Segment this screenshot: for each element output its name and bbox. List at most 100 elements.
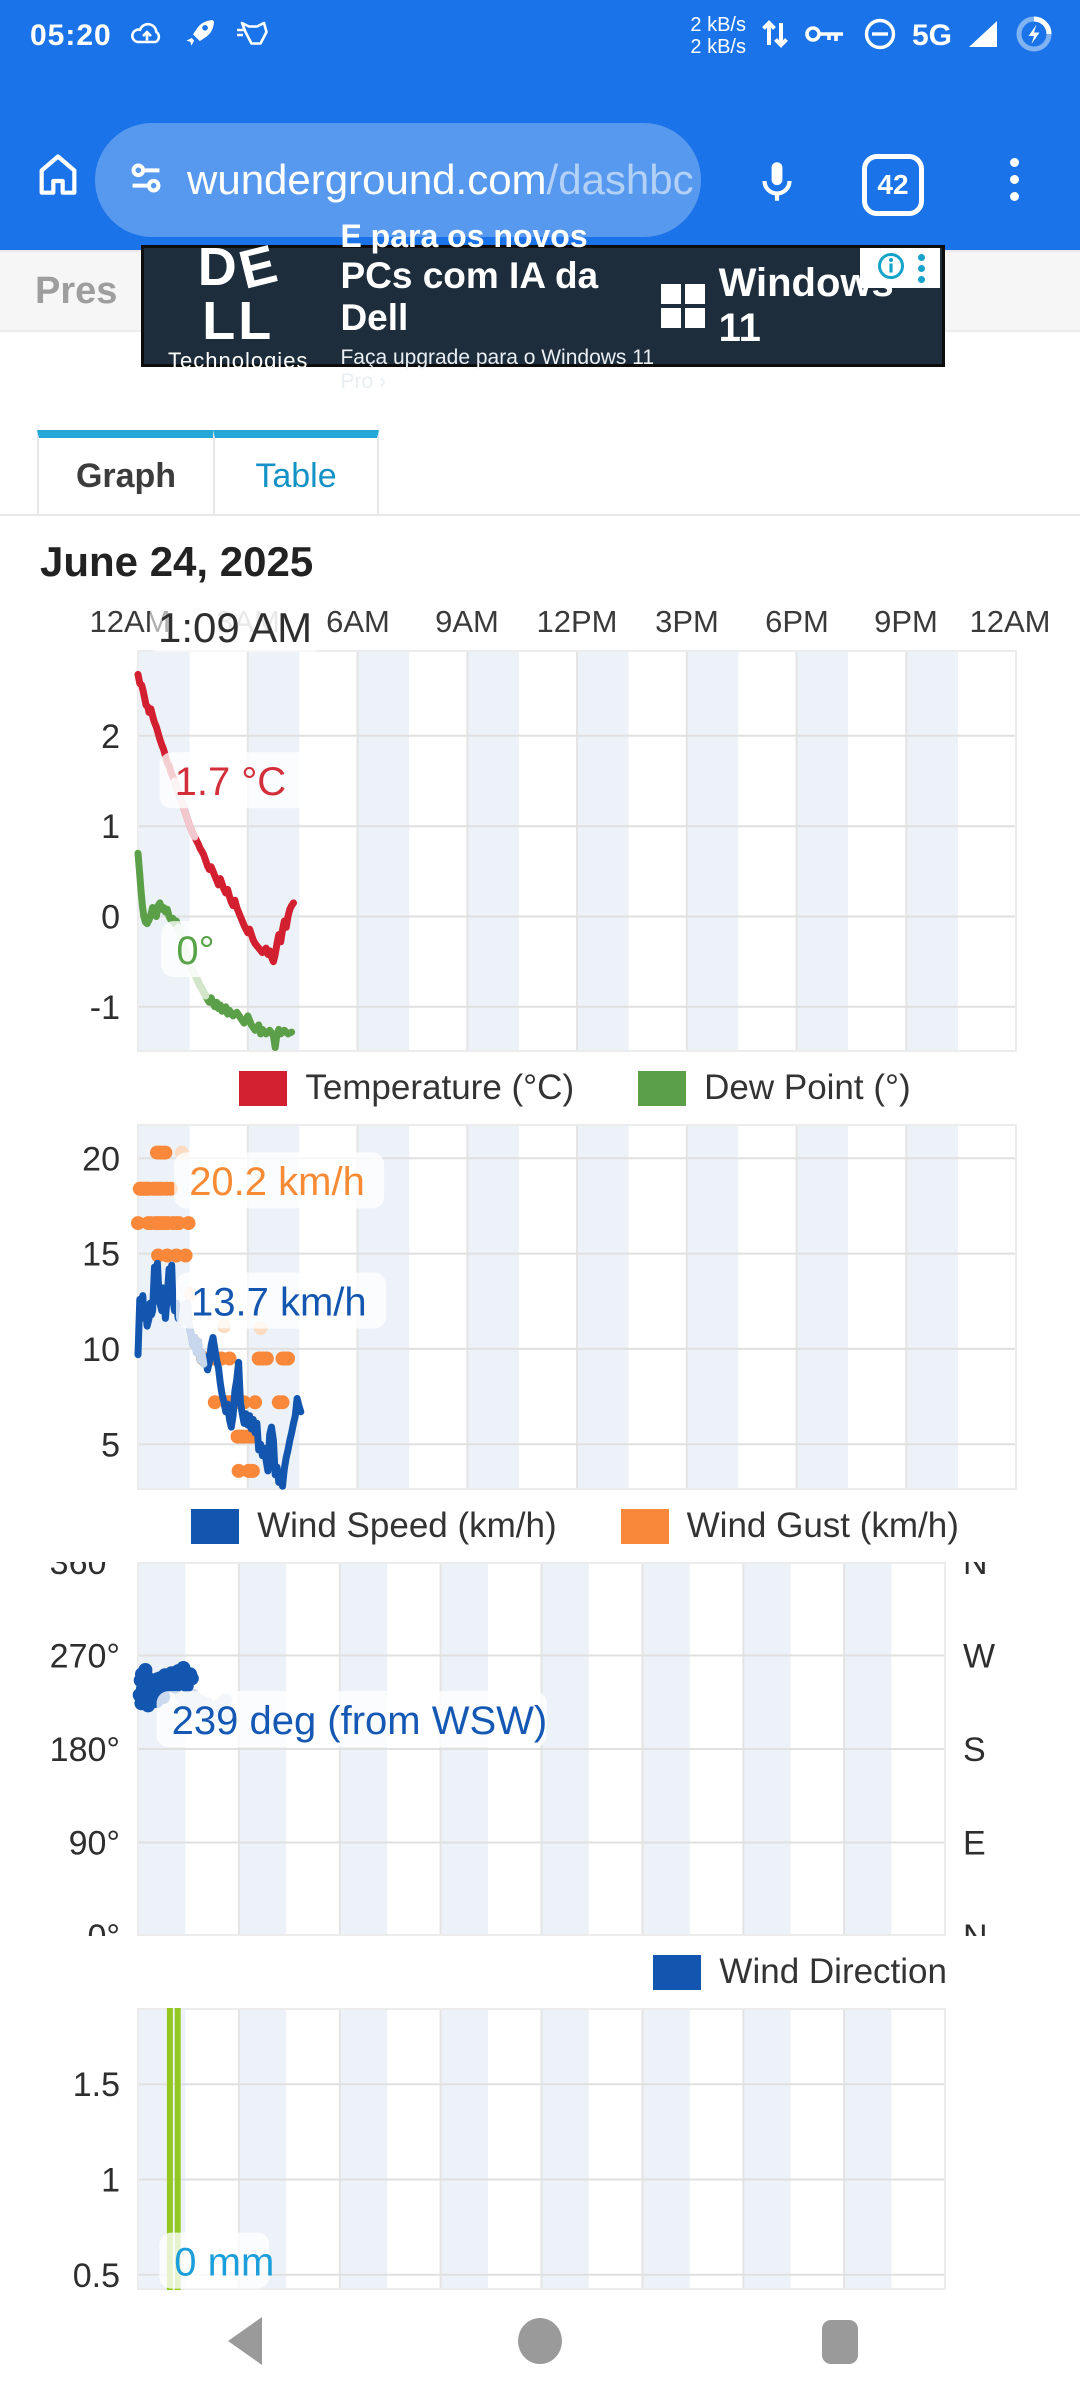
svg-text:1: 1 xyxy=(101,2162,120,2200)
ad-choices-badge[interactable] xyxy=(860,248,940,288)
svg-text:10: 10 xyxy=(82,1331,120,1369)
tab-table[interactable]: Table xyxy=(213,430,379,516)
home-nav-icon[interactable] xyxy=(518,2318,562,2364)
site-settings-icon[interactable] xyxy=(123,155,169,206)
chart-wind-direction[interactable]: 360° N 270° W 180° S 90° E 0° N 239 deg (from WSW)… xyxy=(0,1562,1080,2008)
home-icon[interactable] xyxy=(30,146,86,207)
legend-item: Wind Gust (km/h) xyxy=(620,1506,959,1546)
back-icon[interactable] xyxy=(228,2317,262,2365)
legend-item: Wind Direction xyxy=(653,1952,947,1992)
signal-icon xyxy=(966,19,1000,54)
legend-label: Wind Gust (km/h) xyxy=(686,1506,959,1545)
fox-badge-icon xyxy=(234,18,272,55)
time-tick: 3PM xyxy=(655,604,719,639)
tab-graph[interactable]: Graph xyxy=(37,430,215,516)
clock: 05:20 xyxy=(30,19,112,52)
legend-swatch xyxy=(653,1954,702,1990)
legend-label: Wind Direction xyxy=(719,1952,947,1991)
svg-text:270°: 270° xyxy=(50,1638,120,1676)
time-tick: 12PM xyxy=(536,604,618,639)
svg-text:-1: -1 xyxy=(90,989,120,1027)
network-speed: 2 kB/s 2 kB/s xyxy=(690,14,746,58)
svg-text:0: 0 xyxy=(101,899,120,937)
svg-text:360°: 360° xyxy=(50,1562,120,1582)
svg-text:1.7 °C: 1.7 °C xyxy=(175,760,287,804)
tab-switcher-button[interactable]: 42 xyxy=(862,154,924,216)
url-bar[interactable]: wunderground.com/dashbc xyxy=(95,123,701,237)
network-type: 5G xyxy=(911,19,952,52)
legend-swatch xyxy=(239,1070,288,1106)
battery-charging-icon xyxy=(1014,14,1054,59)
legend-swatch xyxy=(638,1070,687,1106)
time-tick: 12AM xyxy=(969,604,1051,639)
tabs-divider xyxy=(0,514,1080,516)
svg-text:5: 5 xyxy=(101,1426,120,1464)
do-not-disturb-icon xyxy=(862,16,898,57)
svg-text:20: 20 xyxy=(82,1140,120,1178)
legend-item: Wind Speed (km/h) xyxy=(191,1506,557,1546)
svg-text:N: N xyxy=(963,1918,988,1936)
status-bar: 05:20 2 kB/s 2 kB/s 5G xyxy=(0,0,1080,66)
legend-label: Dew Point (°) xyxy=(704,1068,911,1107)
charts-column: 12AM3AM6AM9AM12PM3PM6PM9PM12AM1:09 AM210… xyxy=(0,604,1080,2290)
dell-logo: DELL Technologies xyxy=(168,233,309,373)
mic-icon[interactable] xyxy=(752,157,802,212)
wind-direction-legend: Wind Direction xyxy=(0,1936,1080,2008)
svg-text:1.5: 1.5 xyxy=(73,2066,120,2104)
svg-text:1: 1 xyxy=(101,808,120,846)
cloud-upload-icon xyxy=(128,19,166,54)
svg-text:2: 2 xyxy=(101,718,120,756)
time-axis: 12AM3AM6AM9AM12PM3PM6PM9PM12AM1:09 AM xyxy=(0,604,1080,652)
recents-icon[interactable] xyxy=(822,2320,858,2364)
ad-cta-link[interactable]: Faça upgrade para o Windows 11 Pro › xyxy=(340,345,655,393)
ad-menu-icon[interactable] xyxy=(917,253,925,283)
view-tabs: Graph Table xyxy=(37,430,379,516)
svg-text:20.2 km/h: 20.2 km/h xyxy=(189,1160,365,1204)
status-right-cluster: 2 kB/s 2 kB/s 5G xyxy=(690,13,1054,60)
browser-toolbar: wunderground.com/dashbc 42 xyxy=(0,66,1080,250)
legend-label: Wind Speed (km/h) xyxy=(257,1506,557,1545)
legend-item: Dew Point (°) xyxy=(638,1068,911,1108)
chart-temperature[interactable]: 12AM3AM6AM9AM12PM3PM6PM9PM12AM1:09 AM210… xyxy=(0,604,1080,1124)
svg-text:90°: 90° xyxy=(69,1825,120,1863)
time-tick: 6PM xyxy=(765,604,829,639)
svg-text:0°: 0° xyxy=(176,929,214,973)
rocket-icon xyxy=(182,16,218,57)
svg-text:N: N xyxy=(963,1562,988,1582)
tooltip-time: 1:09 AM xyxy=(150,604,321,652)
updown-arrows-icon xyxy=(760,13,790,60)
time-tick: 9PM xyxy=(874,604,938,639)
svg-text:180°: 180° xyxy=(50,1731,120,1769)
svg-text:0 mm: 0 mm xyxy=(174,2240,274,2284)
browser-menu-icon[interactable] xyxy=(1010,158,1019,201)
precipitation-plot: 1.5 1 0.5 0 mm xyxy=(73,2008,946,2290)
ad-info-icon[interactable] xyxy=(876,251,906,286)
url-text[interactable]: wunderground.com/dashbc xyxy=(187,156,694,203)
legend-swatch xyxy=(191,1508,240,1544)
legend-swatch xyxy=(620,1508,669,1544)
date-title: June 24, 2025 xyxy=(40,538,314,585)
chart-wind-speed[interactable]: 20 15 10 5 20.2 km/h 13.7 km/h Wind Speed (km/… xyxy=(0,1124,1080,1562)
ad-banner[interactable]: DELL Technologies E para os novos PCs co… xyxy=(141,218,945,393)
chart-precipitation[interactable]: 1.5 1 0.5 0 mm xyxy=(0,2008,1080,2290)
svg-text:239 deg (from WSW): 239 deg (from WSW) xyxy=(172,1699,548,1743)
time-tick: 9AM xyxy=(435,604,499,639)
svg-text:0.5: 0.5 xyxy=(73,2257,120,2290)
windows-grid-icon xyxy=(660,284,705,328)
svg-text:S: S xyxy=(963,1731,986,1769)
svg-text:0°: 0° xyxy=(87,1918,120,1936)
key-icon xyxy=(804,21,848,52)
svg-text:15: 15 xyxy=(82,1236,120,1274)
temperature-plot: 2 1 0 -1 1.7 °C 0° xyxy=(90,650,1017,1052)
temperature-legend: Temperature (°C) Dew Point (°) xyxy=(0,1052,1080,1124)
wind-speed-plot: 20 15 10 5 20.2 km/h 13.7 km/h xyxy=(82,1124,1017,1490)
legend-label: Temperature (°C) xyxy=(305,1068,575,1107)
svg-text:E: E xyxy=(963,1825,986,1863)
wind-direction-plot: 360° N 270° W 180° S 90° E 0° N 239 deg (from WSW) xyxy=(50,1562,995,1936)
hidden-section-label: Pres xyxy=(35,270,118,312)
svg-text:13.7 km/h: 13.7 km/h xyxy=(191,1280,367,1324)
wind-speed-legend: Wind Speed (km/h) Wind Gust (km/h) xyxy=(0,1490,1080,1562)
time-tick: 6AM xyxy=(326,604,390,639)
ad-copy: E para os novos PCs com IA da Dell Faça … xyxy=(340,218,660,394)
